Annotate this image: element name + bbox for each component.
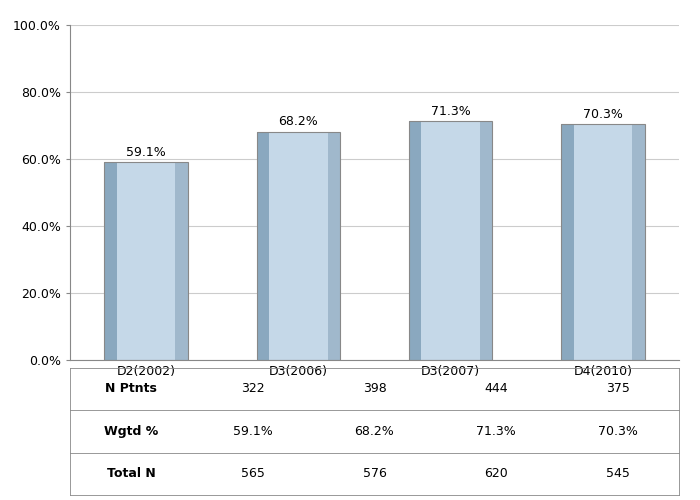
Text: 398: 398 (363, 382, 386, 395)
Bar (561, 124, 645, 360)
Text: 565: 565 (241, 467, 265, 480)
Text: 68.2%: 68.2% (355, 425, 394, 438)
Bar (328, 132, 340, 360)
Text: 71.3%: 71.3% (477, 425, 516, 438)
Bar (104, 162, 117, 360)
Text: 59.1%: 59.1% (126, 146, 166, 158)
Text: 576: 576 (363, 467, 386, 480)
Bar (421, 121, 480, 360)
Text: 70.3%: 70.3% (583, 108, 623, 121)
Bar (632, 124, 645, 360)
Text: 375: 375 (606, 382, 630, 395)
Bar (409, 121, 493, 360)
Bar (256, 132, 269, 360)
Text: 70.3%: 70.3% (598, 425, 638, 438)
Text: 545: 545 (606, 467, 630, 480)
Text: Total N: Total N (106, 467, 155, 480)
Bar (409, 121, 421, 360)
Bar (256, 132, 340, 360)
Bar (117, 162, 176, 360)
Text: 322: 322 (241, 382, 265, 395)
Text: 71.3%: 71.3% (430, 105, 470, 118)
Text: 444: 444 (484, 382, 508, 395)
Text: N Ptnts: N Ptnts (105, 382, 157, 395)
Bar (104, 162, 188, 360)
Bar (480, 121, 493, 360)
Text: 620: 620 (484, 467, 508, 480)
Text: 68.2%: 68.2% (279, 115, 318, 128)
Bar (269, 132, 328, 360)
Text: 59.1%: 59.1% (233, 425, 272, 438)
Text: Wgtd %: Wgtd % (104, 425, 158, 438)
Bar (561, 124, 573, 360)
Bar (176, 162, 188, 360)
Bar (573, 124, 632, 360)
